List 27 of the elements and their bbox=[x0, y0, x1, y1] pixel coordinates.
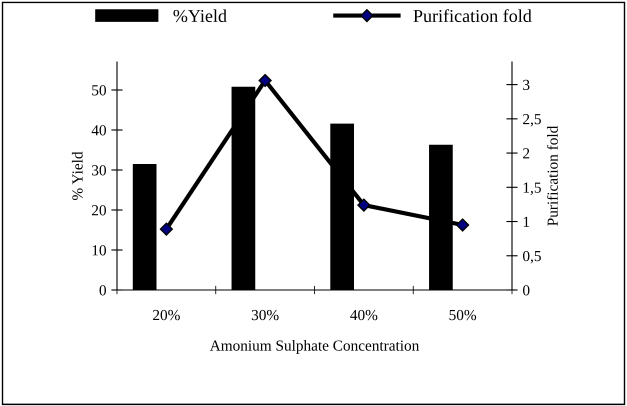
y2-tick-label: 2 bbox=[523, 148, 530, 158]
x-tick-label: 20% bbox=[153, 310, 180, 320]
y2-tick-label: 3 bbox=[523, 80, 530, 90]
legend-label: %Yield bbox=[173, 9, 227, 22]
point bbox=[357, 198, 370, 212]
y2-tick-label: 2,5 bbox=[523, 114, 541, 126]
legend-label: Purification fold bbox=[413, 9, 532, 22]
bar bbox=[132, 164, 156, 290]
y2-tick-label: 1 bbox=[524, 216, 530, 227]
x-tick-label: 40% bbox=[350, 310, 378, 320]
x-tick-label: 30% bbox=[252, 310, 279, 320]
y-tick-label: 0 bbox=[100, 285, 106, 296]
y-tick-label: 40 bbox=[92, 125, 106, 136]
y-tick-label: 20 bbox=[92, 205, 106, 216]
y-axis-title: % Yield bbox=[72, 152, 83, 200]
point bbox=[160, 222, 173, 236]
y-tick-label: 50 bbox=[92, 85, 106, 96]
y2-axis-title: Purification fold bbox=[546, 126, 558, 226]
point bbox=[456, 218, 470, 232]
point bbox=[258, 74, 272, 88]
x-tick-label: 50% bbox=[450, 310, 476, 320]
y2-tick-label: 0 bbox=[523, 285, 530, 296]
y-tick-label: 30 bbox=[92, 165, 106, 176]
y-tick-label: 10 bbox=[92, 245, 106, 256]
x-axis-title: Amonium Sulphate Concentration bbox=[210, 340, 420, 354]
y2-tick-label: 1,5 bbox=[524, 182, 541, 195]
y2-tick-label: 0,5 bbox=[523, 250, 541, 264]
